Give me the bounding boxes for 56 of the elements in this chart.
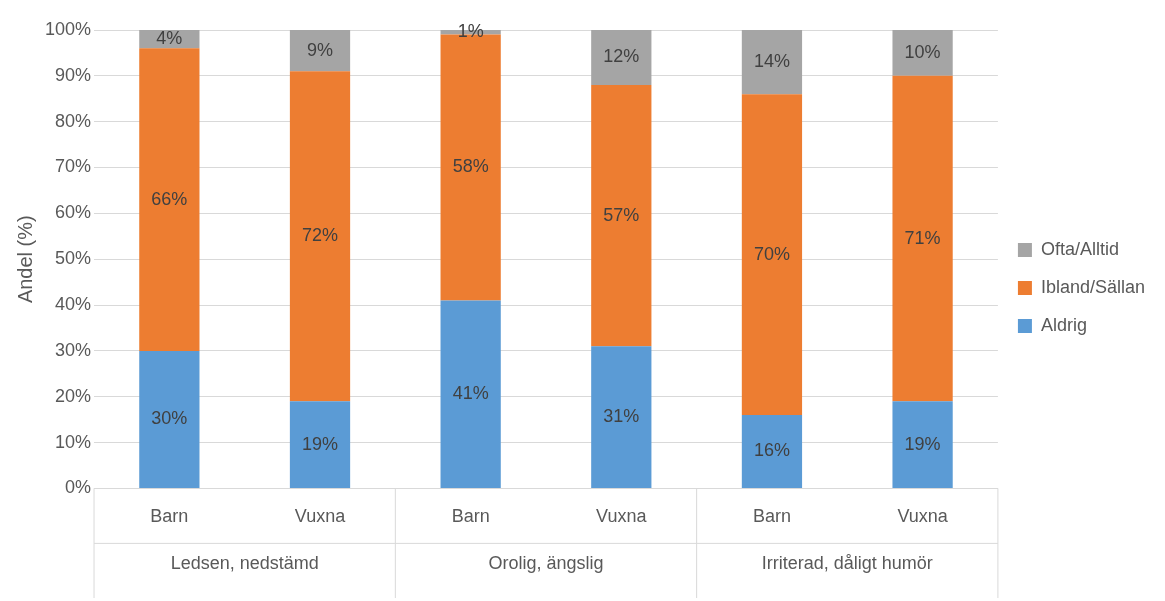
x-tick-label: Vuxna: [294, 506, 347, 527]
y-tick-label: 40%: [55, 294, 92, 315]
bar: [139, 350, 200, 488]
y-tick-label: 10%: [55, 431, 92, 452]
bar: [741, 94, 803, 416]
y-axis-title: Andel (%): [13, 215, 36, 304]
bar: [289, 401, 351, 488]
bar: [591, 346, 652, 488]
text: Irriterad, dåligt humör: [761, 553, 933, 574]
x-tick-label: Barn: [752, 506, 791, 527]
data-label: 57%: [603, 204, 640, 225]
y-tick-label: 90%: [55, 64, 92, 85]
x-tick-label: Barn: [451, 506, 490, 527]
x-tick-label: Barn: [150, 506, 189, 527]
data-label: 41%: [452, 383, 489, 404]
y-tick-label: 20%: [55, 385, 92, 406]
x-tick-label: Vuxna: [596, 506, 648, 527]
y-tick-label: 60%: [55, 202, 92, 223]
bar: [591, 30, 652, 86]
data-label: 30%: [151, 408, 188, 429]
data-label: 71%: [904, 227, 941, 248]
x-tick-label: Vuxna: [897, 506, 949, 527]
data-label: 70%: [753, 243, 790, 264]
text: Ledsen, nedstämd: [170, 553, 319, 574]
legend-label: Ibland/Sällan: [1040, 276, 1146, 297]
bar: [892, 30, 953, 76]
bar: [892, 75, 953, 402]
bar: [440, 300, 501, 488]
data-label: 4%: [156, 28, 183, 49]
legend-label: Aldrig: [1040, 314, 1087, 335]
text: Orolig, ängslig: [488, 553, 604, 574]
y-tick-label: 30%: [55, 339, 92, 360]
bar: [892, 401, 953, 488]
data-label: 19%: [301, 433, 339, 454]
data-label: 19%: [904, 433, 941, 454]
bar: [741, 415, 803, 488]
y-tick-label: 70%: [55, 156, 92, 177]
data-label: 31%: [603, 406, 640, 427]
bar: [591, 85, 652, 347]
y-tick-label: 0%: [65, 477, 92, 498]
bar: [289, 30, 351, 72]
data-label: 16%: [753, 440, 790, 461]
bar: [289, 71, 351, 402]
y-tick-label: 80%: [55, 110, 92, 131]
legend-label: Ofta/Alltid: [1040, 238, 1119, 259]
y-tick-label: 100%: [44, 18, 92, 39]
data-label: 9%: [307, 39, 334, 60]
bar: [139, 48, 200, 351]
data-label: 10%: [904, 41, 941, 62]
data-label: 12%: [603, 46, 640, 67]
data-label: 66%: [151, 188, 188, 209]
bar: [741, 30, 803, 95]
data-label: 14%: [753, 51, 790, 72]
data-label: 58%: [452, 156, 489, 177]
y-tick-label: 50%: [55, 248, 92, 269]
data-label: 72%: [301, 225, 339, 246]
